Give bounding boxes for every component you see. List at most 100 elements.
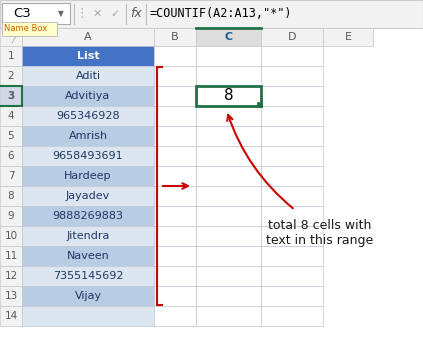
Text: ⋮: ⋮ xyxy=(76,7,88,20)
Bar xyxy=(0,306,22,326)
Bar xyxy=(0,166,22,186)
Text: 12: 12 xyxy=(4,271,18,281)
Bar xyxy=(0,226,22,246)
Bar xyxy=(196,286,261,306)
Bar xyxy=(0,266,22,286)
Bar xyxy=(154,66,196,86)
Bar xyxy=(22,166,154,186)
Text: Advitiya: Advitiya xyxy=(66,91,111,101)
Bar xyxy=(323,28,373,46)
Text: B: B xyxy=(171,32,179,42)
Bar xyxy=(261,106,323,126)
Bar xyxy=(2,3,70,24)
Bar xyxy=(0,286,22,306)
Text: Amrish: Amrish xyxy=(69,131,107,141)
Bar xyxy=(154,146,196,166)
Bar xyxy=(2,22,57,36)
Text: 9: 9 xyxy=(8,211,14,221)
Bar xyxy=(154,166,196,186)
Bar xyxy=(154,286,196,306)
Text: 8: 8 xyxy=(8,191,14,201)
Bar xyxy=(22,146,154,166)
Text: fx: fx xyxy=(130,7,142,20)
Bar xyxy=(257,102,262,107)
Bar xyxy=(22,266,154,286)
Text: 965346928: 965346928 xyxy=(56,111,120,121)
Bar xyxy=(154,186,196,206)
Bar xyxy=(261,206,323,226)
Bar xyxy=(261,146,323,166)
Bar xyxy=(196,146,261,166)
Bar xyxy=(0,146,22,166)
Bar xyxy=(154,106,196,126)
Bar xyxy=(261,246,323,266)
Text: Jayadev: Jayadev xyxy=(66,191,110,201)
Bar xyxy=(196,206,261,226)
Bar xyxy=(196,266,261,286)
Bar xyxy=(22,46,154,66)
Text: 4: 4 xyxy=(8,111,14,121)
Text: 6: 6 xyxy=(8,151,14,161)
Text: 2: 2 xyxy=(8,71,14,81)
Bar xyxy=(261,266,323,286)
Bar xyxy=(261,166,323,186)
Bar xyxy=(22,186,154,206)
Text: ✕: ✕ xyxy=(92,8,102,19)
Bar xyxy=(196,28,261,46)
Bar xyxy=(0,106,22,126)
Bar xyxy=(196,186,261,206)
Text: List: List xyxy=(77,51,99,61)
Text: Jitendra: Jitendra xyxy=(66,231,110,241)
Text: =COUNTIF(A2:A13,"*"): =COUNTIF(A2:A13,"*") xyxy=(150,7,292,20)
Bar xyxy=(22,66,154,86)
Bar xyxy=(261,126,323,146)
Bar xyxy=(0,86,22,106)
Bar xyxy=(261,46,323,66)
Bar xyxy=(22,306,154,326)
Bar xyxy=(261,66,323,86)
Text: E: E xyxy=(344,32,352,42)
Text: 10: 10 xyxy=(4,231,18,241)
Text: Name Box: Name Box xyxy=(4,24,47,33)
Text: 7: 7 xyxy=(8,171,14,181)
Bar xyxy=(154,28,196,46)
Bar xyxy=(196,126,261,146)
Text: Aditi: Aditi xyxy=(75,71,101,81)
Text: ✓: ✓ xyxy=(110,8,120,19)
Text: A: A xyxy=(84,32,92,42)
Bar xyxy=(154,86,196,106)
Bar xyxy=(196,166,261,186)
Bar xyxy=(0,246,22,266)
Bar xyxy=(154,306,196,326)
Bar xyxy=(196,66,261,86)
Bar xyxy=(0,206,22,226)
Bar xyxy=(154,246,196,266)
Text: 5: 5 xyxy=(8,131,14,141)
Text: Vijay: Vijay xyxy=(74,291,102,301)
Bar xyxy=(261,186,323,206)
Text: 11: 11 xyxy=(4,251,18,261)
Text: 13: 13 xyxy=(4,291,18,301)
Bar xyxy=(196,86,261,106)
Text: total 8 cells with
text in this range: total 8 cells with text in this range xyxy=(266,219,374,247)
Text: 1: 1 xyxy=(8,51,14,61)
Text: D: D xyxy=(288,32,296,42)
Bar xyxy=(261,226,323,246)
Bar xyxy=(196,106,261,126)
Text: C3: C3 xyxy=(13,7,31,20)
Bar xyxy=(22,106,154,126)
Bar xyxy=(154,46,196,66)
Bar xyxy=(0,126,22,146)
Bar xyxy=(261,28,323,46)
Bar xyxy=(261,306,323,326)
Text: 14: 14 xyxy=(4,311,18,321)
Bar xyxy=(0,46,22,66)
Bar xyxy=(22,206,154,226)
Text: 9658493691: 9658493691 xyxy=(53,151,124,161)
Bar xyxy=(196,226,261,246)
Bar xyxy=(0,186,22,206)
Text: 9888269883: 9888269883 xyxy=(52,211,124,221)
Bar xyxy=(196,46,261,66)
Bar xyxy=(154,266,196,286)
Bar xyxy=(154,206,196,226)
